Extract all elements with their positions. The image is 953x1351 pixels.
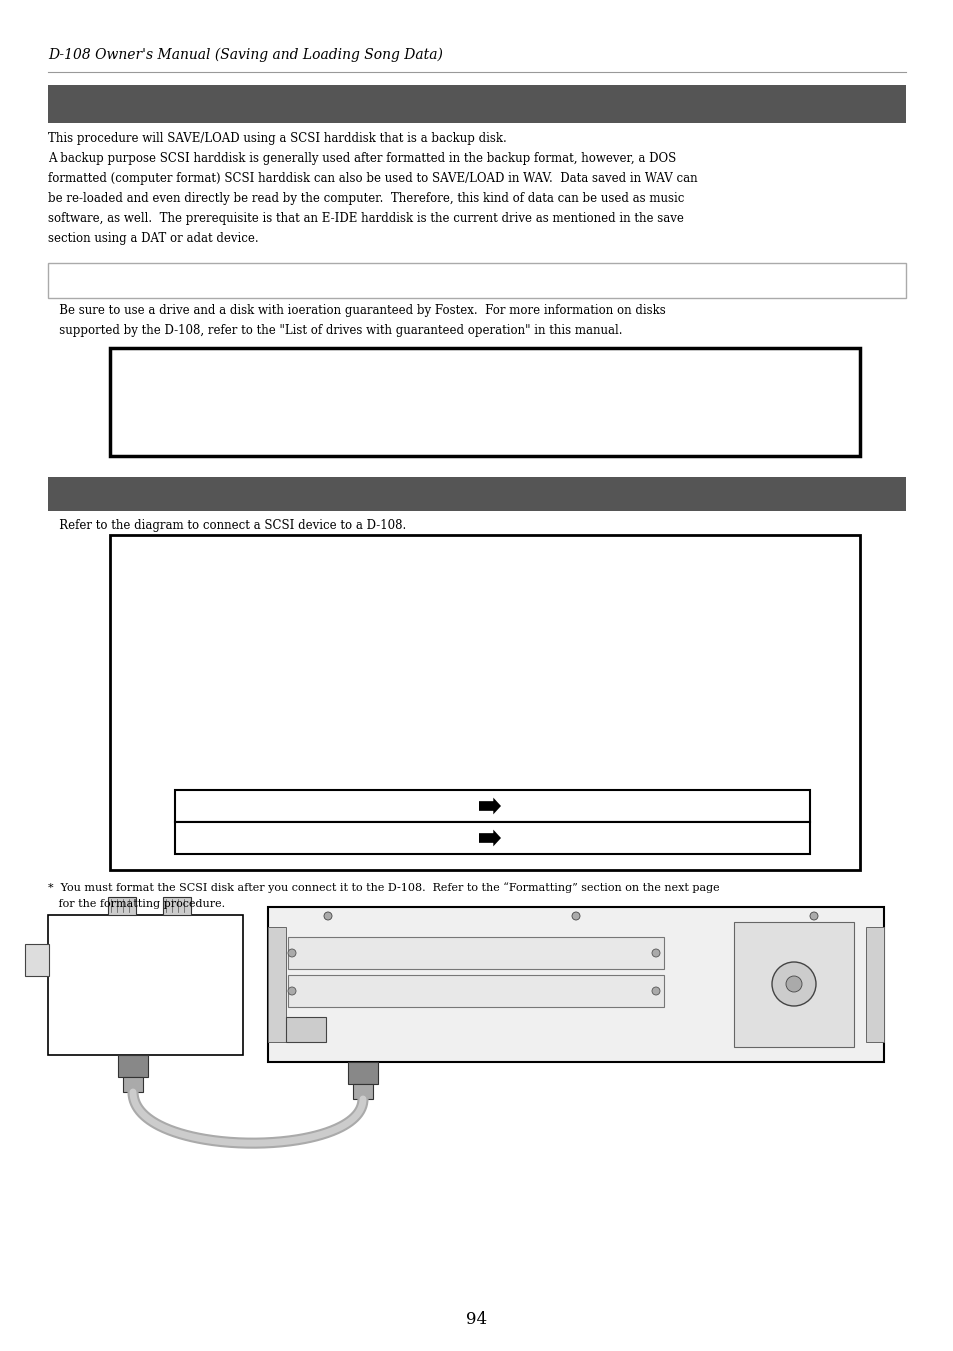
Circle shape — [809, 912, 817, 920]
Bar — [48, 915, 243, 1055]
Circle shape — [324, 912, 332, 920]
Circle shape — [785, 975, 801, 992]
FancyBboxPatch shape — [25, 944, 49, 975]
Bar — [733, 921, 853, 1047]
Bar — [174, 821, 809, 854]
Circle shape — [288, 948, 295, 957]
Bar — [288, 938, 663, 969]
Polygon shape — [478, 797, 500, 815]
Bar — [286, 1017, 326, 1042]
Text: Be sure to use a drive and a disk with ioeration guaranteed by Fostex.  For more: Be sure to use a drive and a disk with i… — [48, 304, 665, 317]
Bar — [353, 1084, 373, 1098]
Bar — [48, 85, 905, 123]
Bar — [108, 897, 136, 915]
Text: section using a DAT or adat device.: section using a DAT or adat device. — [48, 232, 258, 245]
Text: *  You must format the SCSI disk after you connect it to the D-108.  Refer to th: * You must format the SCSI disk after yo… — [48, 882, 719, 893]
Text: A backup purpose SCSI harddisk is generally used after formatted in the backup f: A backup purpose SCSI harddisk is genera… — [48, 153, 676, 165]
Text: formatted (computer format) SCSI harddisk can also be used to SAVE/LOAD in WAV. : formatted (computer format) SCSI harddis… — [48, 172, 697, 185]
Bar — [163, 897, 191, 915]
Text: supported by the D-108, refer to the "List of drives with guaranteed operation" : supported by the D-108, refer to the "Li… — [48, 324, 622, 336]
Text: 94: 94 — [466, 1310, 487, 1328]
Circle shape — [651, 948, 659, 957]
Bar — [48, 477, 905, 511]
Bar — [110, 349, 859, 457]
Bar — [288, 975, 663, 1006]
Bar — [348, 1062, 377, 1084]
Text: D-108 Owner's Manual (Saving and Loading Song Data): D-108 Owner's Manual (Saving and Loading… — [48, 49, 442, 62]
Text: software, as well.  The prerequisite is that an E-IDE harddisk is the current dr: software, as well. The prerequisite is t… — [48, 212, 683, 226]
Bar — [268, 927, 286, 1042]
Text: Refer to the diagram to connect a SCSI device to a D-108.: Refer to the diagram to connect a SCSI d… — [48, 519, 406, 532]
Bar — [48, 263, 905, 299]
Circle shape — [572, 912, 579, 920]
Bar — [123, 1077, 143, 1092]
Bar — [118, 1055, 148, 1077]
Bar — [174, 790, 809, 821]
Text: for the formatting procedure.: for the formatting procedure. — [48, 898, 225, 909]
Bar — [110, 535, 859, 870]
Circle shape — [651, 988, 659, 994]
Circle shape — [771, 962, 815, 1006]
Bar — [268, 907, 883, 1062]
Text: be re-loaded and even directly be read by the computer.  Therefore, this kind of: be re-loaded and even directly be read b… — [48, 192, 683, 205]
Circle shape — [288, 988, 295, 994]
Text: This procedure will SAVE/LOAD using a SCSI harddisk that is a backup disk.: This procedure will SAVE/LOAD using a SC… — [48, 132, 506, 145]
Bar — [865, 927, 883, 1042]
Polygon shape — [478, 830, 500, 846]
